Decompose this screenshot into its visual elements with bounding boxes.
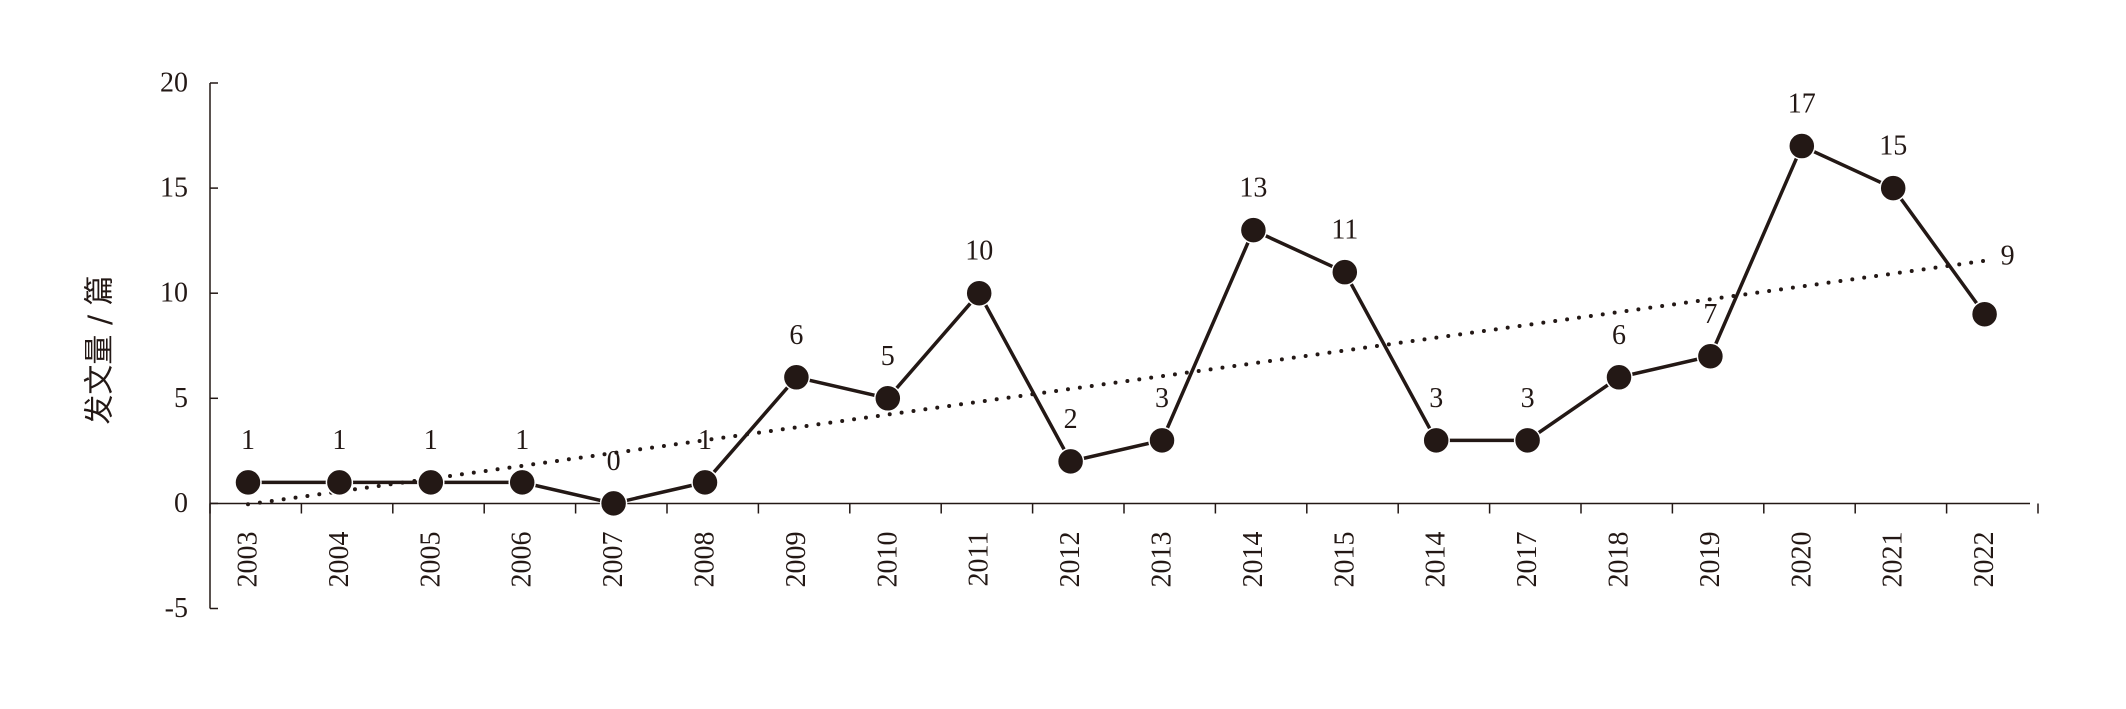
data-label: 1 (698, 425, 712, 456)
x-tick-label: 2014 (1238, 532, 1269, 588)
data-point (1696, 342, 1725, 371)
x-tick-label: 2003 (233, 532, 264, 588)
x-tick-label: 2006 (507, 532, 538, 588)
data-point (1331, 258, 1359, 286)
data-point (1605, 363, 1633, 392)
x-tick-label: 2014 (1421, 532, 1452, 588)
data-point (1879, 174, 1907, 202)
data-label: 1 (332, 425, 346, 456)
data-point (325, 468, 354, 497)
data-point (1148, 426, 1176, 455)
data-point (234, 468, 262, 497)
data-label: 5 (881, 341, 895, 372)
trendline (246, 258, 1987, 507)
x-tick-label: 2018 (1604, 532, 1635, 588)
y-tick-label: 20 (160, 68, 188, 99)
trendline-layer (246, 258, 1987, 507)
data-point (508, 468, 536, 497)
data-label: 3 (1521, 383, 1535, 414)
data-point (1513, 426, 1542, 455)
y-tick-label: 15 (160, 173, 188, 204)
data-label: 10 (965, 236, 993, 267)
data-point (691, 468, 719, 497)
data-label: 6 (1612, 320, 1626, 351)
data-label: 0 (607, 446, 621, 477)
data-label: 13 (1239, 173, 1267, 204)
x-tick-label: 2004 (324, 532, 355, 588)
y-axis-title: 发文量 / 篇 (83, 275, 118, 424)
x-tick-label: 2011 (964, 532, 995, 587)
x-tick-label: 2022 (1969, 532, 2000, 588)
data-label: 3 (1429, 383, 1443, 414)
data-point (965, 279, 993, 307)
x-tick-label: 2005 (415, 532, 446, 588)
data-point (782, 363, 811, 392)
x-tick-label: 2015 (1329, 532, 1360, 588)
data-label: 9 (2001, 241, 2015, 272)
data-label: 1 (241, 425, 255, 456)
x-tick-label: 2007 (598, 532, 629, 588)
x-tick-label: 2012 (1055, 532, 1086, 588)
data-label: 17 (1788, 89, 1816, 120)
data-label: 3 (1155, 383, 1169, 414)
x-tick-label: 2021 (1878, 532, 1909, 588)
y-tick-label: 10 (160, 278, 188, 309)
x-tick-label: 2008 (690, 532, 721, 588)
x-tick-label: 2019 (1695, 532, 1726, 588)
y-tick-label: -5 (165, 593, 188, 624)
y-tick-label: 0 (174, 488, 188, 519)
x-tick-label: 2010 (872, 532, 903, 588)
data-point (1239, 216, 1268, 244)
data-point (1056, 447, 1085, 476)
y-tick-label: 5 (174, 383, 188, 414)
data-point (1788, 132, 1816, 160)
data-point (599, 489, 628, 518)
data-label: 11 (1331, 215, 1358, 246)
x-tick-label: 2017 (1512, 532, 1543, 588)
series-layer (234, 132, 1999, 518)
data-point (1970, 300, 1999, 328)
x-tick-label: 2009 (781, 532, 812, 588)
data-point (1422, 426, 1450, 455)
data-label: 15 (1879, 131, 1907, 162)
x-tick-label: 2013 (1147, 532, 1178, 588)
data-label: 1 (515, 425, 529, 456)
data-label: 2 (1064, 404, 1078, 435)
data-point (874, 384, 902, 413)
data-label: 1 (424, 425, 438, 456)
data-label: 7 (1703, 299, 1717, 330)
x-tick-label: 2020 (1786, 532, 1817, 588)
data-point (417, 468, 445, 497)
data-label: 6 (789, 320, 803, 351)
series-line (248, 143, 1987, 506)
